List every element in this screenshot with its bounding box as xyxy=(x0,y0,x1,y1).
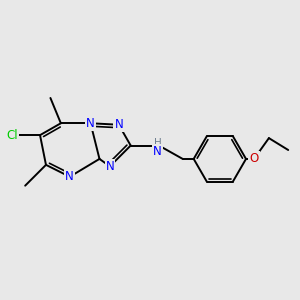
Text: Cl: Cl xyxy=(6,129,18,142)
Text: H: H xyxy=(154,138,161,148)
Text: O: O xyxy=(249,152,259,165)
Text: N: N xyxy=(114,118,123,131)
Text: N: N xyxy=(106,160,114,173)
Text: N: N xyxy=(86,117,95,130)
Text: N: N xyxy=(153,145,162,158)
Text: N: N xyxy=(65,170,74,183)
